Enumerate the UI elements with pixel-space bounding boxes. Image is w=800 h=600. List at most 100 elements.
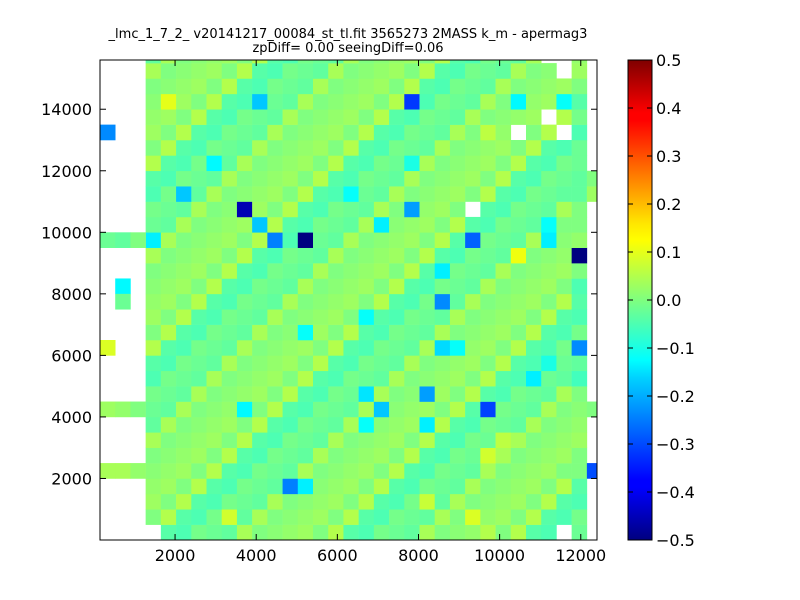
heatmap-cell xyxy=(328,124,344,141)
heatmap-cell xyxy=(571,155,588,172)
heatmap-cell xyxy=(191,416,207,433)
heatmap-cell xyxy=(541,263,557,279)
heatmap-cell xyxy=(145,93,162,110)
chart-title-line-1: _lmc_1_7_2_ v20141217_00084_st_tl.fit 35… xyxy=(108,27,588,42)
heatmap-cell xyxy=(434,324,451,341)
heatmap-cell xyxy=(434,201,451,218)
x-tick-label: 4000 xyxy=(236,546,277,565)
heatmap-cell xyxy=(465,386,481,402)
heatmap-cell xyxy=(206,247,223,264)
heatmap-cell xyxy=(328,432,344,448)
heatmap-cell xyxy=(297,63,314,79)
colorbar-tick-label: 0.4 xyxy=(656,99,681,118)
heatmap-cell xyxy=(328,278,344,295)
heatmap-cell xyxy=(480,140,496,156)
heatmap-cell xyxy=(358,170,375,187)
heatmap-cell xyxy=(495,524,512,540)
heatmap-cell xyxy=(267,263,283,279)
heatmap-cell xyxy=(526,186,542,202)
heatmap-cell xyxy=(556,278,572,295)
heatmap-cell xyxy=(252,401,268,418)
heatmap-cell xyxy=(419,109,436,125)
heatmap-cell xyxy=(419,93,436,110)
heatmap-cell xyxy=(556,401,572,418)
heatmap-cell xyxy=(297,416,314,433)
heatmap-cell xyxy=(571,78,588,95)
heatmap-cell xyxy=(252,386,268,402)
heatmap-cell xyxy=(449,140,466,156)
heatmap-cell xyxy=(236,63,253,79)
heatmap-cell xyxy=(419,170,436,187)
heatmap-cell xyxy=(297,355,314,372)
heatmap-cell xyxy=(282,170,299,187)
heatmap-cell xyxy=(267,201,283,218)
heatmap-cell xyxy=(358,124,375,141)
heatmap-cell xyxy=(586,170,597,187)
heatmap-cell xyxy=(191,278,207,295)
heatmap-cell xyxy=(389,263,405,279)
heatmap-cell xyxy=(449,324,466,341)
heatmap-cell xyxy=(221,478,238,495)
heatmap-cell xyxy=(556,78,572,95)
heatmap-cell xyxy=(419,63,436,79)
heatmap-cell xyxy=(252,463,268,479)
heatmap-cell xyxy=(449,401,466,418)
heatmap-cell xyxy=(191,63,207,79)
heatmap-cell xyxy=(176,324,192,341)
heatmap-cell xyxy=(313,355,329,372)
heatmap-cell xyxy=(282,140,299,156)
heatmap-cell xyxy=(267,78,283,95)
heatmap-cell xyxy=(434,216,451,233)
heatmap-cell xyxy=(282,463,299,479)
heatmap-cell xyxy=(434,309,451,325)
heatmap-cell xyxy=(495,309,512,325)
heatmap-cell xyxy=(358,309,375,325)
heatmap-cell xyxy=(297,463,314,479)
heatmap-cell xyxy=(510,355,527,372)
heatmap-cell xyxy=(449,524,466,540)
heatmap-cell xyxy=(236,170,253,187)
heatmap-cell xyxy=(176,309,192,325)
heatmap-cell xyxy=(419,386,436,402)
heatmap-cell xyxy=(419,78,436,95)
heatmap-cell xyxy=(236,324,253,341)
heatmap-cell xyxy=(373,509,390,525)
heatmap-cell xyxy=(343,293,359,310)
heatmap-cell xyxy=(145,232,162,248)
heatmap-cell xyxy=(328,509,344,525)
heatmap-cell xyxy=(434,78,451,95)
heatmap-cell xyxy=(236,247,253,264)
heatmap-cell xyxy=(267,247,283,264)
colorbar-tick-label: −0.2 xyxy=(656,387,695,406)
colorbar-tick-label: 0.5 xyxy=(656,51,681,70)
heatmap-cell xyxy=(328,109,344,125)
heatmap-cell xyxy=(160,186,177,202)
heatmap-cell xyxy=(495,201,512,218)
heatmap-cell xyxy=(267,278,283,295)
heatmap-cell xyxy=(480,355,496,372)
heatmap-cell xyxy=(373,416,390,433)
heatmap-cell xyxy=(160,232,177,248)
heatmap-cell xyxy=(541,78,557,95)
heatmap-cell xyxy=(419,324,436,341)
heatmap-cell xyxy=(206,140,223,156)
heatmap-cell xyxy=(145,309,162,325)
heatmap-cell xyxy=(373,293,390,310)
heatmap-cell xyxy=(465,78,481,95)
heatmap-cell xyxy=(236,416,253,433)
colorbar-tick-label: 0.2 xyxy=(656,195,681,214)
heatmap-cell xyxy=(236,186,253,202)
heatmap-cell xyxy=(282,293,299,310)
heatmap-cell xyxy=(297,186,314,202)
heatmap-cell xyxy=(282,93,299,110)
heatmap-cell xyxy=(556,263,572,279)
heatmap-cell xyxy=(160,386,177,402)
heatmap-cell xyxy=(419,155,436,172)
heatmap-cell xyxy=(419,478,436,495)
heatmap-cell xyxy=(236,463,253,479)
heatmap-cell xyxy=(389,478,405,495)
heatmap-cell xyxy=(191,186,207,202)
heatmap-cell xyxy=(221,355,238,372)
y-tick-label: 12000 xyxy=(41,162,92,181)
heatmap-cell xyxy=(389,247,405,264)
